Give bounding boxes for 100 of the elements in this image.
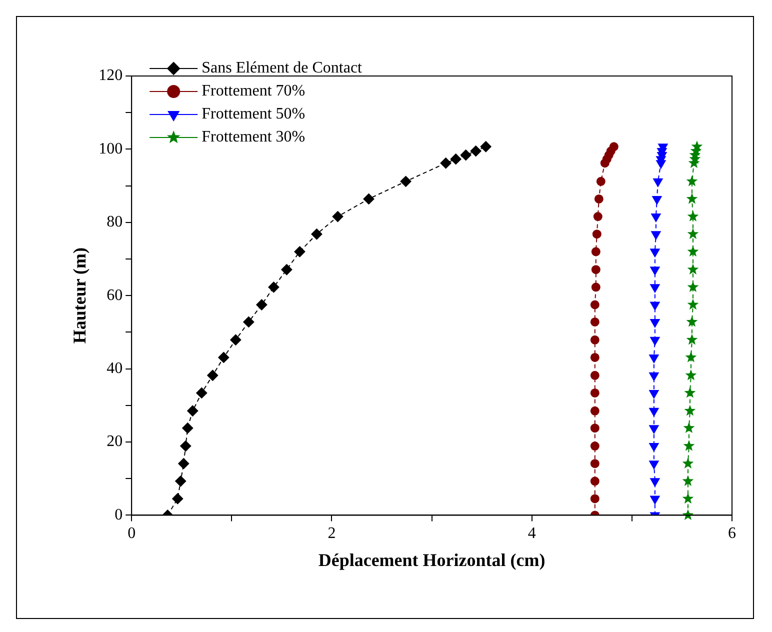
x-tick-label: 2: [328, 525, 336, 542]
point: [683, 422, 695, 433]
point: [591, 282, 600, 292]
point: [590, 459, 600, 468]
point: [686, 334, 698, 345]
point: [684, 404, 696, 416]
point: [332, 211, 344, 222]
point: [590, 317, 600, 326]
point: [653, 178, 663, 187]
point: [652, 196, 662, 204]
point: [207, 370, 218, 381]
point: [281, 264, 292, 276]
point: [649, 408, 659, 416]
point: [400, 176, 412, 187]
point: [685, 369, 697, 380]
legend-label: Frottement 30%: [202, 128, 306, 146]
y-tick-label: 100: [98, 140, 123, 158]
point: [590, 388, 600, 398]
point: [687, 281, 699, 292]
point: [650, 248, 660, 258]
y-tick-label: 60: [106, 286, 123, 304]
point: [686, 316, 698, 327]
point: [649, 425, 659, 434]
point: [683, 440, 695, 451]
point: [311, 228, 322, 240]
point: [650, 336, 660, 346]
point: [180, 440, 192, 452]
y-axis-title: Hauteur (m): [69, 248, 90, 344]
point: [178, 458, 190, 470]
point: [187, 405, 198, 416]
point: [470, 146, 482, 157]
point: [650, 478, 660, 487]
point: [172, 493, 184, 504]
point: [590, 406, 600, 416]
legend-label: Frottement 50%: [202, 106, 306, 123]
point: [480, 141, 492, 152]
point: [682, 492, 694, 504]
point: [687, 298, 699, 310]
point: [230, 334, 242, 346]
point: [590, 300, 600, 310]
point: [687, 246, 699, 257]
legend-label: Sans Elément de Contact: [202, 60, 363, 77]
point: [218, 352, 230, 363]
x-tick-label: 6: [728, 525, 736, 542]
point: [460, 150, 472, 161]
point: [649, 460, 659, 470]
point: [596, 176, 606, 186]
point: [687, 264, 699, 274]
y-tick-label: 40: [106, 360, 123, 378]
point: [591, 265, 600, 274]
point: [682, 458, 694, 468]
point: [650, 284, 660, 293]
point: [450, 154, 462, 165]
point: [268, 282, 280, 293]
point: [256, 299, 268, 310]
point: [687, 228, 699, 239]
point: [590, 335, 600, 344]
point: [649, 372, 659, 381]
point: [590, 476, 600, 486]
y-tick-label: 20: [106, 433, 123, 450]
point: [590, 352, 600, 362]
point: [650, 318, 660, 328]
point: [650, 266, 660, 276]
point: [182, 422, 194, 434]
x-tick-label: 0: [128, 525, 136, 542]
point: [590, 424, 600, 433]
point: [649, 354, 659, 363]
point: [650, 496, 660, 504]
point: [592, 230, 602, 239]
point: [682, 475, 694, 486]
point: [594, 194, 604, 204]
point: [363, 193, 374, 204]
point: [609, 142, 618, 152]
y-tick-label: 0: [114, 506, 123, 524]
point: [691, 140, 703, 152]
point: [590, 370, 600, 380]
point: [687, 210, 699, 222]
point: [650, 302, 660, 310]
point: [649, 443, 659, 452]
point: [686, 192, 698, 204]
point: [590, 494, 600, 504]
point: [651, 214, 661, 222]
y-tick-label: 120: [98, 67, 123, 84]
x-axis-title: Déplacement Horizontal (cm): [318, 550, 546, 570]
point: [649, 390, 659, 398]
point: [175, 476, 186, 487]
point: [685, 351, 697, 362]
legend-label: Frottement 70%: [202, 82, 306, 100]
point: [294, 246, 306, 258]
x-tick-label: 4: [528, 525, 536, 542]
point: [591, 247, 600, 256]
point: [590, 442, 600, 451]
point: [593, 212, 602, 222]
point: [686, 175, 698, 186]
point: [651, 231, 661, 240]
y-tick-label: 80: [106, 214, 123, 231]
point: [243, 316, 254, 328]
point: [196, 387, 208, 398]
point: [440, 158, 452, 169]
point: [684, 386, 696, 398]
